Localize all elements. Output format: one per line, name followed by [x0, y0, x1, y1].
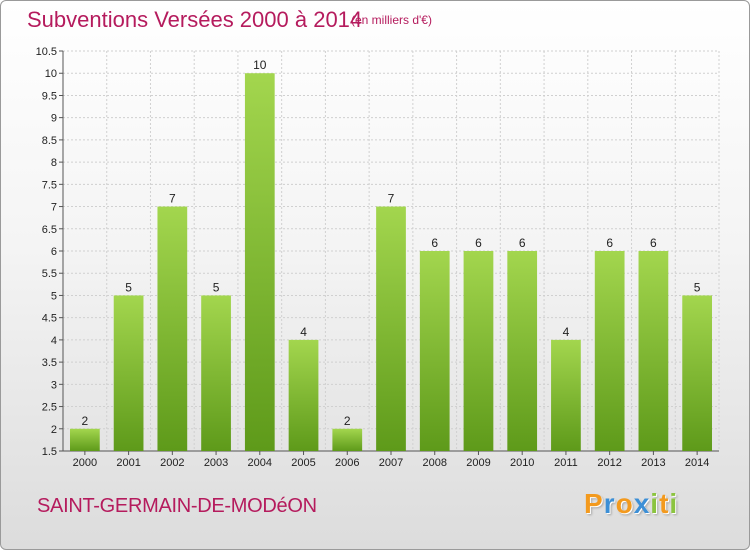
y-tick-label: 1.5 [42, 446, 57, 458]
data-label: 6 [606, 236, 613, 250]
bar [594, 251, 625, 451]
x-tick-label: 2007 [379, 457, 403, 469]
data-label: 10 [253, 58, 267, 72]
data-label: 5 [213, 280, 220, 294]
y-tick-label: 5.5 [42, 268, 57, 280]
y-tick-label: 4.5 [42, 313, 57, 325]
bar [463, 251, 494, 451]
bar [551, 339, 581, 451]
data-label: 5 [694, 280, 701, 294]
y-tick-label: 7 [51, 202, 57, 214]
data-label: 7 [169, 192, 176, 206]
x-tick-label: 2001 [116, 457, 140, 469]
logo-letter: o [615, 488, 634, 519]
y-tick-label: 3 [51, 379, 57, 391]
bar [157, 206, 188, 451]
logo-letter: i [669, 488, 679, 519]
y-tick-label: 2 [51, 424, 57, 436]
x-tick-label: 2011 [554, 457, 578, 469]
data-label: 5 [125, 280, 132, 294]
logo-letter: t [659, 488, 670, 519]
y-tick-label: 6 [51, 246, 57, 258]
data-label: 6 [650, 236, 657, 250]
data-label: 6 [519, 236, 526, 250]
chart-subtitle: (en milliers d'€) [351, 13, 432, 27]
data-label: 2 [82, 414, 89, 428]
y-tick-label: 6.5 [42, 224, 57, 236]
proxiti-logo: Proxiti [584, 488, 678, 520]
x-tick-label: 2005 [291, 457, 315, 469]
bar [201, 295, 231, 451]
y-tick-label: 8 [51, 157, 57, 169]
x-tick-label: 2012 [597, 457, 621, 469]
y-tick-label: 10.5 [36, 46, 57, 58]
bar [288, 339, 319, 451]
x-tick-label: 2014 [685, 457, 709, 469]
logo-letter: r [603, 488, 616, 519]
bar [69, 428, 100, 451]
data-label: 6 [431, 236, 438, 250]
bar [507, 251, 538, 451]
x-tick-label: 2013 [641, 457, 665, 469]
x-tick-label: 2009 [466, 457, 490, 469]
bar [244, 73, 275, 451]
data-label: 6 [475, 236, 482, 250]
y-tick-label: 3.5 [42, 357, 57, 369]
y-tick-label: 7.5 [42, 179, 57, 191]
y-tick-label: 9 [51, 113, 57, 125]
logo-letter: P [584, 488, 604, 519]
y-tick-label: 8.5 [42, 135, 57, 147]
bar [638, 251, 669, 451]
bar [332, 428, 363, 451]
data-label: 2 [344, 414, 351, 428]
data-label: 7 [388, 192, 395, 206]
labels: 1.5 2 2.5 3 3.5 4 4.5 5 5.5 6 6.5 7 7.5 8 8.5 9 9.5 10 10.… [36, 46, 710, 469]
x-tick-label: 2000 [73, 457, 97, 469]
bar [376, 206, 406, 451]
bar [682, 295, 713, 451]
data-label: 4 [563, 325, 570, 339]
x-tick-label: 2004 [248, 457, 272, 469]
data-label: 4 [300, 325, 307, 339]
x-tick-label: 2010 [510, 457, 534, 469]
x-tick-label: 2003 [204, 457, 228, 469]
y-tick-label: 4 [51, 335, 57, 347]
bar [113, 295, 144, 451]
y-tick-label: 5 [51, 290, 57, 302]
logo-letter: x [633, 488, 651, 519]
y-tick-label: 9.5 [42, 90, 57, 102]
bars [69, 73, 713, 451]
logo-letter: i [650, 488, 660, 519]
commune-name: SAINT-GERMAIN-DE-MODéON [37, 495, 317, 517]
x-tick-label: 2006 [335, 457, 359, 469]
y-tick-label: 10 [45, 68, 57, 80]
x-tick-label: 2008 [422, 457, 446, 469]
bar [419, 251, 450, 451]
chart-title: Subventions Versées 2000 à 2014 [27, 7, 363, 32]
x-tick-label: 2002 [160, 457, 184, 469]
y-tick-label: 2.5 [42, 402, 57, 414]
